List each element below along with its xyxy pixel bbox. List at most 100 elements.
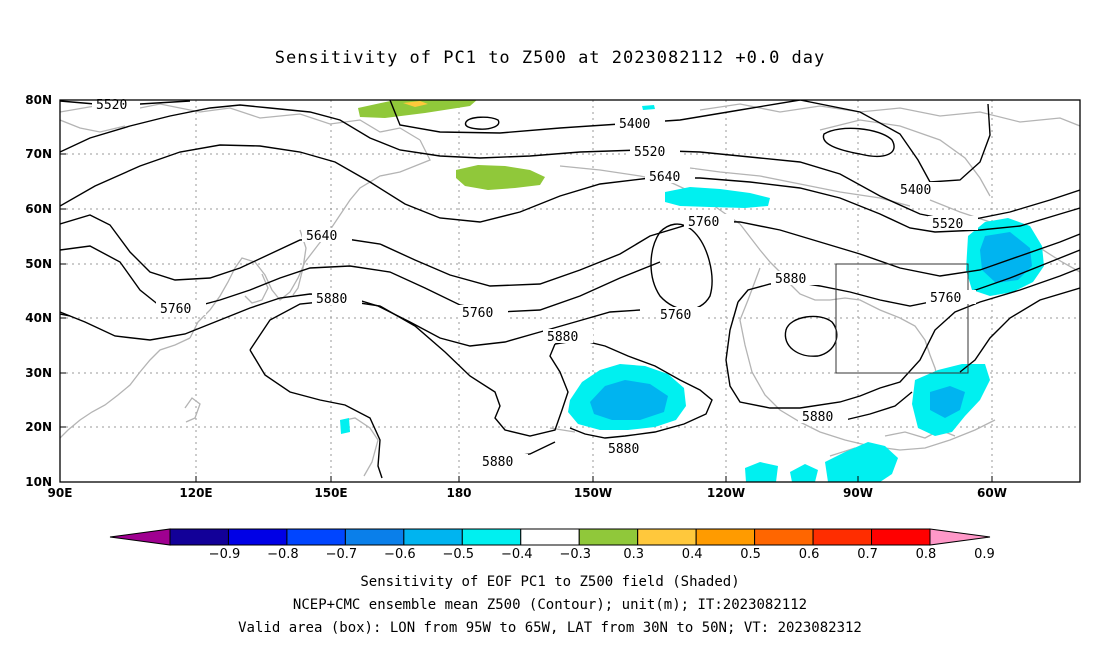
- contour-label: 5400: [900, 183, 931, 198]
- contour-label: 5760: [688, 215, 719, 230]
- colorbar-tick-label: −0.8: [267, 547, 299, 562]
- colorbar-tick-label: −0.3: [559, 547, 591, 562]
- colorbar-tick-label: 0.6: [799, 547, 820, 562]
- contour-5640-a: [60, 144, 1080, 233]
- colorbar-swatch: [403, 528, 463, 546]
- contour-5880-g: [844, 391, 913, 421]
- latitude-labels: 80N 70N 60N 50N 40N 30N 20N 10N: [25, 93, 52, 489]
- shade-negative-canada: [665, 187, 770, 208]
- lat-tick-label: 80N: [25, 93, 52, 107]
- shade-negative-small-pac: [340, 418, 350, 434]
- shade-positive-arctic: [358, 100, 477, 118]
- colorbar-tick-label: 0.5: [740, 547, 761, 562]
- contour-label: 5880: [316, 292, 347, 307]
- contour-label: 5880: [775, 272, 806, 287]
- contour-5880-c: [554, 339, 713, 439]
- colorbar-swatch: [169, 528, 229, 546]
- caption-line-2: NCEP+CMC ensemble mean Z500 (Contour); u…: [292, 597, 808, 613]
- contour-5760-loop: [650, 223, 713, 311]
- colorbar-tick-label: 0.4: [682, 547, 703, 562]
- contour-label: 5880: [482, 455, 513, 470]
- colorbar-labels: −0.9 −0.8 −0.7 −0.6 −0.5 −0.4 −0.3 0.3 0.4 0.5 0.6…: [209, 547, 995, 562]
- colorbar-arrow-low: [109, 528, 171, 546]
- contour-5400-b: [389, 100, 801, 134]
- colorbar-tick-label: −0.9: [209, 547, 241, 562]
- colorbar-swatch: [286, 528, 346, 546]
- colorbar-tick-label: 0.9: [974, 547, 995, 562]
- colorbar-tick-label: −0.5: [443, 547, 475, 562]
- contour-label: 5880: [802, 410, 833, 425]
- colorbar-swatch: [578, 528, 639, 546]
- contour-5880-e: [959, 287, 1080, 373]
- colorbar-swatch: [637, 528, 697, 546]
- contour-label: 5520: [96, 98, 127, 113]
- caption-line-3: Valid area (box): LON from 95W to 65W, L…: [238, 620, 862, 636]
- contour-label: 5640: [649, 170, 680, 185]
- shade-negative-tropics-1: [745, 462, 778, 482]
- colorbar-tick-label: −0.4: [501, 547, 533, 562]
- colorbar-tick-label: 0.3: [623, 547, 644, 562]
- map-background: [60, 100, 1080, 482]
- shade-positive-arctic-core: [403, 101, 428, 107]
- contour-label: 5520: [932, 217, 963, 232]
- contour-5520-b: [60, 104, 1080, 223]
- colorbar-tick-label: −0.6: [384, 547, 416, 562]
- lat-tick-label: 70N: [25, 147, 52, 161]
- lat-tick-label: 10N: [25, 475, 52, 489]
- contour-5880-loop: [725, 267, 1080, 409]
- contour-label: 5760: [160, 302, 191, 317]
- colorbar-swatch: [344, 528, 405, 546]
- contour-5880-b: [249, 349, 383, 479]
- contour-5760-b: [60, 245, 661, 313]
- colorbar-arrow-high: [929, 528, 991, 546]
- colorbar-tick-label: 0.7: [857, 547, 878, 562]
- contour-5400-loop: [464, 116, 500, 130]
- shade-negative-nwatl-core: [980, 232, 1032, 283]
- colorbar-swatch: [754, 528, 814, 546]
- contour-label: 5520: [634, 145, 665, 160]
- lat-tick-label: 20N: [25, 420, 52, 434]
- contour-label: 5760: [930, 291, 961, 306]
- colorbar-swatch: [461, 528, 522, 546]
- colorbar-tick-label: −0.7: [326, 547, 358, 562]
- colorbar-swatch: [812, 528, 873, 546]
- colorbar-swatch: [695, 528, 756, 546]
- shade-negative-tropics-3: [825, 442, 898, 482]
- contour-label: 5760: [462, 306, 493, 321]
- contour-label: 5880: [547, 330, 578, 345]
- lon-tick-label: 150W: [574, 486, 612, 500]
- map-title: Sensitivity of PC1 to Z500 at 2023082112…: [274, 48, 826, 68]
- colorbar: [109, 528, 991, 546]
- colorbar-swatch: [520, 528, 580, 546]
- lon-tick-label: 90W: [843, 486, 873, 500]
- contour-label: 5640: [306, 229, 337, 244]
- lat-tick-label: 30N: [25, 366, 52, 380]
- contour-5400-loop-2: [822, 127, 895, 158]
- contour-5880-d: [737, 249, 1080, 307]
- lat-tick-label: 50N: [25, 257, 52, 271]
- axis-ticks: [60, 99, 993, 482]
- colorbar-swatch: [227, 528, 288, 546]
- map-frame: [59, 99, 1081, 483]
- valid-area-box: [835, 263, 969, 374]
- contour-5880-h: [60, 313, 71, 317]
- shade-negative-arctic-dot: [642, 105, 655, 110]
- contour-label: 5760: [660, 308, 691, 323]
- lon-tick-label: 120W: [707, 486, 745, 500]
- lon-tick-label: 90E: [48, 486, 73, 500]
- lon-tick-label: 150E: [314, 486, 347, 500]
- shade-negative-npac-core: [590, 380, 668, 420]
- shade-negative-tropics-2: [790, 464, 818, 482]
- colorbar-tick-label: 0.8: [916, 547, 937, 562]
- lon-tick-label: 120E: [179, 486, 212, 500]
- lat-tick-label: 40N: [25, 311, 52, 325]
- lat-tick-label: 60N: [25, 202, 52, 216]
- colorbar-swatch: [871, 528, 931, 546]
- contour-labels: 5520 5400 5520 5640 5400 5520 5760 5640 …: [92, 97, 978, 470]
- contour-5760-a: [60, 214, 1080, 287]
- sensitivity-shading: [340, 100, 1044, 482]
- shade-positive-bering: [456, 165, 545, 190]
- shade-negative-caribbean-core: [930, 386, 965, 418]
- contour-label: 5400: [619, 117, 650, 132]
